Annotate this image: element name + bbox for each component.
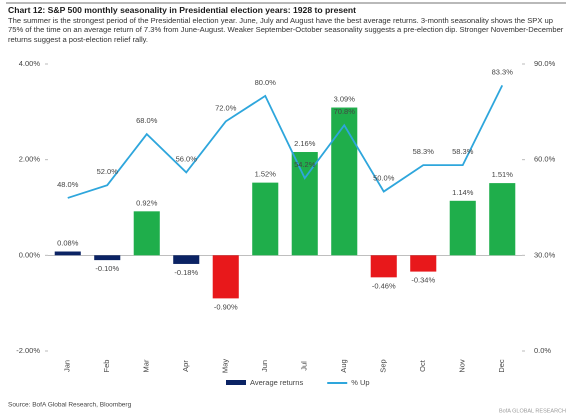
legend-label: % Up	[351, 378, 369, 387]
x-tick-label: Jul	[300, 361, 309, 371]
bar-value-label: -0.10%	[95, 264, 119, 273]
y2-tick-label: 30.0%	[534, 250, 556, 259]
bar	[489, 183, 516, 256]
line-value-label: 56.0%	[176, 154, 198, 163]
y2-tick-label: 0.0%	[534, 346, 551, 355]
y-tick-label: 4.00%	[19, 59, 41, 68]
chart-subtitle: The summer is the strongest period of th…	[8, 16, 564, 44]
bar	[370, 255, 397, 278]
line-value-label: 70.8%	[334, 107, 356, 116]
line-value-label: 58.3%	[413, 147, 435, 156]
bar-value-label: -0.46%	[372, 281, 396, 290]
bar	[212, 255, 239, 299]
x-tick-label: Aug	[339, 359, 348, 372]
bar-value-label: 0.08%	[57, 238, 79, 247]
line-value-label: 83.3%	[492, 67, 514, 76]
bar	[331, 107, 358, 256]
line-value-label: 50.0%	[373, 174, 395, 183]
bar-value-label: 0.92%	[136, 198, 158, 207]
x-tick-label: May	[221, 359, 230, 373]
y2-tick-label: 60.0%	[534, 155, 556, 164]
bar-value-label: -0.34%	[411, 276, 435, 285]
x-tick-label: Oct	[418, 359, 427, 372]
y-tick-label: 0.00%	[19, 250, 41, 259]
bar-value-label: -0.90%	[214, 302, 238, 311]
bar-value-label: 3.09%	[334, 95, 356, 104]
y-tick-label: 2.00%	[19, 155, 41, 164]
line-value-label: 80.0%	[255, 78, 277, 87]
bar	[54, 251, 81, 256]
line-value-label: 52.0%	[97, 167, 119, 176]
bar	[410, 255, 437, 272]
bar	[449, 200, 476, 256]
line	[67, 84, 504, 199]
line-value-label: 48.0%	[57, 180, 79, 189]
bar-value-label: 1.52%	[255, 170, 277, 179]
bar	[133, 211, 160, 256]
bar	[291, 152, 318, 256]
line-value-label: 54.2%	[294, 160, 316, 169]
line-value-label: 68.0%	[136, 116, 158, 125]
x-tick-label: Apr	[181, 360, 190, 372]
line-value-label: 58.3%	[452, 147, 474, 156]
bar-value-label: 1.14%	[452, 188, 474, 197]
line-value-label: 72.0%	[215, 103, 237, 112]
y2-tick-label: 90.0%	[534, 59, 556, 68]
bar-value-label: 2.16%	[294, 139, 316, 148]
y-tick-label: -2.00%	[16, 346, 40, 355]
x-tick-label: Nov	[458, 359, 467, 373]
bar-value-label: 1.51%	[492, 170, 514, 179]
x-tick-label: Jun	[260, 360, 269, 372]
x-tick-label: Jan	[63, 360, 72, 372]
bar	[252, 182, 279, 256]
legend-label: Average returns	[250, 378, 303, 387]
bar-value-label: -0.18%	[174, 268, 198, 277]
x-tick-label: Feb	[102, 360, 111, 373]
x-tick-label: Mar	[142, 359, 151, 372]
x-tick-label: Dec	[497, 359, 506, 373]
bar	[173, 255, 200, 264]
x-tick-label: Sep	[379, 359, 388, 372]
watermark: BofA GLOBAL RESEARCH	[499, 408, 566, 414]
chart-title: Chart 12: S&P 500 monthly seasonality in…	[8, 5, 357, 15]
legend-swatch	[226, 380, 246, 385]
source: Source: BofA Global Research, Bloomberg	[8, 402, 132, 409]
bar	[94, 255, 121, 261]
